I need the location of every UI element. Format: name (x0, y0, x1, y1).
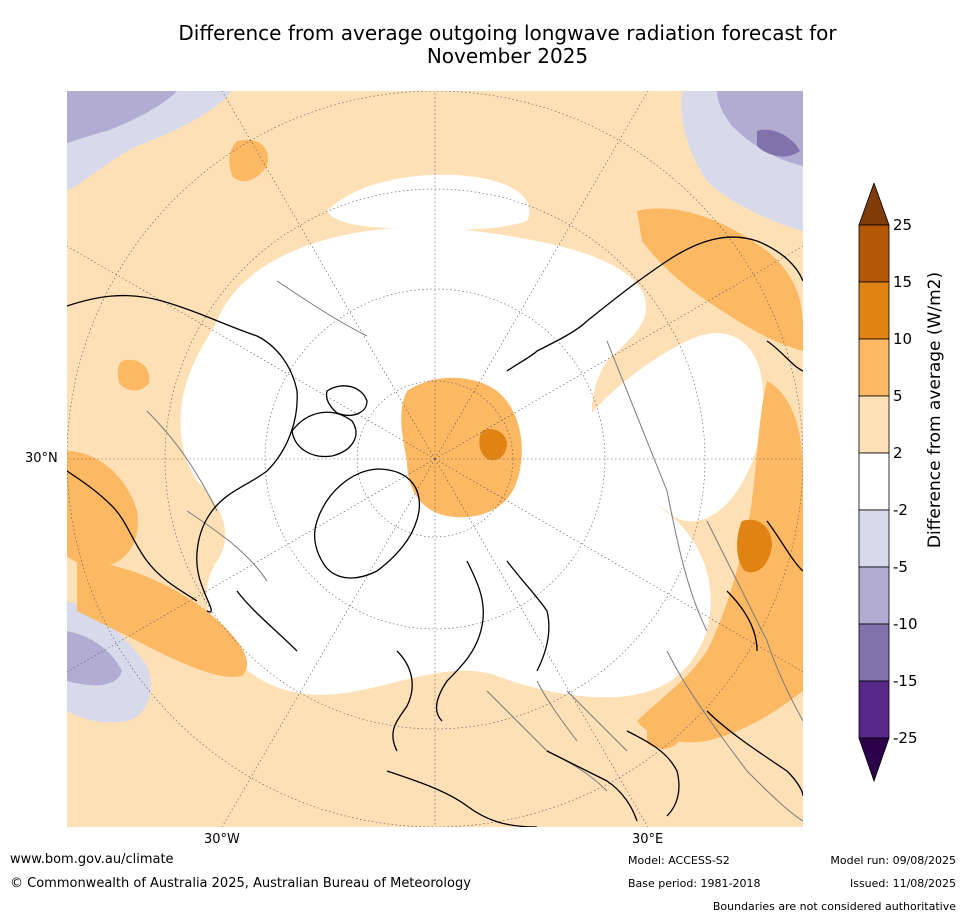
map-title-line2: November 2025 (426, 44, 589, 68)
border-asia-south (666, 650, 803, 822)
footer-model: Model: ACCESS-S2 (628, 854, 730, 867)
anomaly-10-15-arctic (479, 429, 507, 461)
coastlines (67, 236, 803, 827)
graticule-lon-12 (434, 458, 803, 673)
colorbar-level-15-25 (858, 224, 890, 283)
colorbar-level-10-15 (858, 281, 890, 340)
border-europe-1 (486, 690, 608, 792)
colorbar-extend-bottom (858, 737, 890, 783)
colorbar-tick-neg25: -25 (893, 729, 918, 747)
graticule-lon-5 (221, 458, 436, 827)
lat-label-30n: 30°N (25, 451, 58, 466)
border-us-canada (186, 510, 268, 582)
colorbar-level-neutral (858, 452, 890, 511)
coast-mediterranean (546, 750, 638, 822)
graticule-lon-11 (434, 245, 803, 460)
anomaly-5-10-north-pacific (229, 139, 268, 182)
colorbar-level-neg10-neg15 (858, 623, 890, 682)
coast-taymyr (506, 320, 588, 372)
colorbar-tick-15: 15 (893, 273, 913, 291)
colorbar-tick-neg10: -10 (893, 615, 918, 633)
graticule-lon-9 (67, 245, 436, 460)
colorbar-tick-neg5: -5 (893, 558, 908, 576)
colorbar-level-2-5 (858, 395, 890, 454)
coast-canada-island-1 (291, 411, 357, 458)
anomaly-5-10-pacific-band (77, 561, 248, 677)
anomaly-near-zero-pacific (327, 174, 530, 231)
colorbar-tick-10: 10 (893, 330, 913, 348)
colorbar-label: Difference from average (W/m2) (925, 271, 945, 549)
anomaly-5-10-asia-north (637, 208, 803, 351)
coast-kamchatka (766, 340, 803, 372)
border-europe-2 (536, 680, 628, 752)
coast-north-america-west (67, 470, 198, 602)
colorbar-level-neg2-neg5 (858, 509, 890, 568)
graticule-lon-8 (434, 91, 649, 460)
colorbar-level-neg15-neg25 (858, 680, 890, 739)
anomaly-5-10-arctic (401, 377, 522, 518)
colorbar-extend-top (858, 183, 890, 226)
border-north-america (146, 280, 368, 512)
anomaly-10-15-east-asia (737, 519, 772, 573)
map-title: Difference from average outgoing longwav… (0, 22, 965, 68)
coast-british-isles (392, 650, 413, 752)
graticule (67, 91, 803, 827)
coast-europe-south (386, 770, 538, 827)
colorbar-tick-neg15: -15 (893, 672, 918, 690)
footer-model-run: Model run: 09/08/2025 (830, 854, 956, 867)
coast-scandinavia (435, 560, 484, 722)
graticule-lat-60 (264, 288, 606, 630)
colorbar-level-5-10 (858, 338, 890, 397)
colorbar-tick-2: 2 (893, 444, 903, 462)
coast-kola (506, 560, 550, 672)
footer-copyright: © Commonwealth of Australia 2025, Austra… (10, 876, 471, 891)
map-title-line1: Difference from average outgoing longwav… (178, 21, 837, 45)
coast-siberia (586, 236, 803, 322)
colorbar-tick-5: 5 (893, 387, 903, 405)
graticule-lat-40 (164, 188, 706, 730)
colorbar (858, 183, 890, 783)
anomaly-5-10-small-2 (647, 719, 680, 749)
footer-disclaimer: Boundaries are not considered authoritat… (712, 900, 956, 913)
anomaly-5-10-small-1 (117, 359, 150, 391)
colorbar-tick-neg2: -2 (893, 501, 908, 519)
anomaly-neg-ne-dark (757, 129, 800, 157)
footer-website[interactable]: www.bom.gov.au/climate (10, 852, 174, 867)
footer-base-period: Base period: 1981-2018 (628, 877, 761, 890)
coast-japan (766, 520, 803, 572)
border-russia-west (606, 340, 708, 632)
colorbar-tick-25: 25 (893, 216, 913, 234)
graticule-lat-80 (356, 380, 514, 538)
anomaly-5-10-east-asia (637, 381, 803, 743)
graticule-lon-7 (221, 91, 436, 460)
graticule-lon-6 (434, 458, 649, 827)
lon-label-30w: 30°W (204, 832, 240, 847)
country-borders (146, 280, 803, 822)
border-china (706, 520, 803, 722)
graticule-lon-10 (67, 458, 436, 673)
anomaly-near-zero-siberia (577, 333, 764, 522)
anomaly-5-10-pacific-west (67, 451, 138, 567)
footer-issued: Issued: 11/08/2025 (849, 877, 956, 890)
lon-label-30e: 30°E (632, 832, 664, 847)
colorbar-level-neg5-neg10 (858, 566, 890, 625)
coast-north-america-north (67, 294, 298, 613)
coast-north-america-east (236, 590, 298, 652)
anomaly-neg-sw (67, 631, 122, 686)
coast-asia-south (706, 710, 803, 797)
coast-greenland (314, 468, 420, 579)
anomaly-neg-nw (67, 91, 177, 143)
map-svg (67, 91, 803, 827)
coast-korea (726, 590, 758, 652)
coast-canada-island-2 (325, 385, 368, 416)
coast-black-sea (626, 730, 680, 817)
polar-map (67, 91, 803, 827)
